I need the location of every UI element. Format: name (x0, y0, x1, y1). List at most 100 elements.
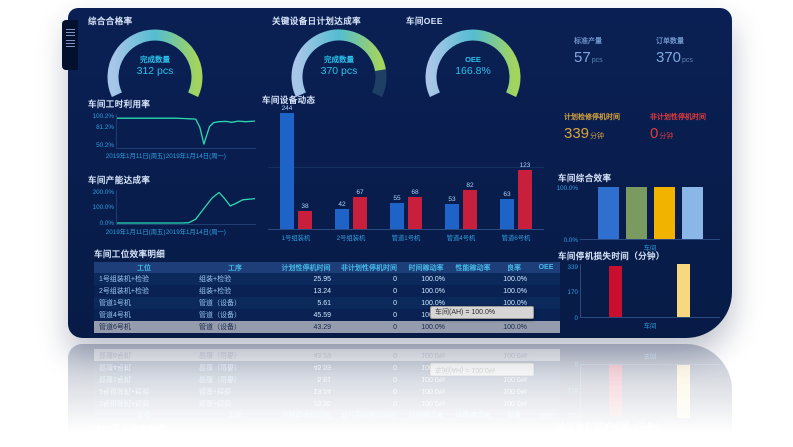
y-axis-tick-label: 0.0% (99, 219, 114, 227)
table-cell: 0 (393, 275, 397, 283)
bar-value-label: 123 (519, 162, 531, 170)
table-cell: 0 (393, 287, 397, 295)
x-axis-tick-label: 管道1号机 (391, 235, 421, 242)
panel-title: 车间产能达成率 (88, 175, 151, 185)
gauge-center-value: 370 pcs (320, 64, 358, 77)
table-cell: 组装+检验 (199, 276, 232, 283)
bar-value-label: 38 (301, 202, 309, 210)
bar-chart[interactable] (580, 186, 720, 240)
bar-value-label: 244 (281, 104, 293, 112)
kpi-label: 计划检修停机时间 (564, 114, 620, 121)
panel-capacity-rate: 车间产能达成率 200.0% 100.0% 0.0% 2019年1月11日(周五) 20… (86, 174, 264, 248)
table-header-cell: 性能稼动率 (455, 264, 491, 272)
panel-title: 车间设备动态 (262, 95, 316, 105)
bar-value-label: 67 (356, 189, 364, 197)
table-header-cell: 计划性停机时间 (281, 264, 331, 272)
gauge-title: 车间OEE (406, 16, 443, 26)
stat-standard-output: 标准产量 57pcs (574, 36, 652, 66)
table-header-cell: 时间稼动率 (408, 264, 444, 272)
bar[interactable] (408, 197, 422, 229)
bar[interactable] (625, 187, 647, 239)
table-cell: 25.95 (313, 275, 331, 283)
y-axis-tick-label: 339 (567, 264, 578, 272)
gauge-oee: 车间OEE OEE 166.8% (398, 12, 548, 97)
bar[interactable] (463, 190, 477, 229)
bar[interactable] (609, 266, 622, 317)
kpi-unit: 分钟 (659, 133, 674, 140)
line-chart[interactable] (116, 190, 256, 226)
table-cell: 管道（设备） (199, 312, 241, 319)
table-cell: 100.0% (503, 299, 527, 307)
table-header-row: 工位 工序 计划性停机时间 非计划性停机时间 时间稼动率 性能稼动率 良率 OEE (94, 262, 560, 273)
tooltip: 车间(AH) = 100.0% (430, 306, 534, 319)
bar-value-label: 55 (393, 194, 401, 202)
gauge-arc (107, 29, 203, 97)
x-axis-tick-label: 2019年1月14日(周一) (165, 229, 226, 236)
panel-title: 车间工时利用率 (88, 99, 151, 109)
table-row[interactable]: 2号组装机+检验 组装+检验 13.24 0 100.0% 100.0% (94, 285, 560, 297)
bar-chart[interactable] (580, 264, 720, 318)
bar[interactable] (518, 170, 532, 229)
bar[interactable] (390, 203, 404, 229)
table-cell: 43.29 (313, 323, 331, 331)
table-cell: 100.0% (503, 323, 527, 331)
stat-value: 370 (656, 49, 682, 66)
bar[interactable] (298, 211, 312, 229)
bar[interactable] (500, 199, 514, 229)
y-axis-tick-label: 0 (574, 314, 578, 322)
table-cell: 100.0% (421, 287, 445, 295)
bar[interactable] (353, 197, 367, 229)
y-axis-tick-label: 170 (567, 289, 578, 297)
y-axis-tick-label: 100.0% (92, 204, 114, 212)
bar[interactable] (597, 187, 619, 239)
gauge-center-label: 完成数量 (324, 55, 354, 64)
table-header-cell: OEE (538, 264, 554, 271)
bar-chart[interactable]: 244 38 42 67 55 68 53 82 63 123 (268, 104, 544, 230)
menu-icon[interactable] (65, 29, 75, 36)
y-axis-tick-label: 100.2% (92, 113, 114, 121)
table-row[interactable]: 1号组装机+检验 组装+检验 25.95 0 100.0% 100.0% (94, 273, 560, 285)
dashboard-card: 综合合格率 完成数量 312 pcs 关键设备日计划达成率 完成数量 370 p… (62, 8, 734, 338)
bar[interactable] (677, 264, 690, 317)
line-chart[interactable] (116, 114, 256, 150)
gauge-center-value: 166.8% (455, 64, 491, 77)
table-cell: 管道6号机 (99, 324, 131, 331)
y-axis-tick-label: 200.0% (92, 189, 114, 197)
table-cell: 45.59 (313, 311, 331, 319)
bar-value-label: 63 (503, 190, 511, 198)
list-icon[interactable] (65, 40, 75, 47)
gauge-center: OEE 166.8% (398, 55, 548, 77)
stat-label: 订单数量 (656, 38, 684, 45)
kpi-value: 0 (650, 125, 659, 142)
panel-downtime-loss: 车间停机损失时间（分钟） 车间 339 170 0 (556, 250, 734, 336)
stat-label: 标准产量 (574, 38, 602, 45)
kpi-planned-maintenance-downtime: 计划检修停机时间 339分钟 (564, 112, 654, 142)
table-cell: 100.0% (503, 275, 527, 283)
x-axis-tick-label: 管道6号机 (501, 235, 531, 242)
bar[interactable] (280, 113, 294, 229)
stat-value: 57 (574, 49, 591, 66)
dashboard-card: 综合合格率 完成数量 312 pcs 关键设备日计划达成率 完成数量 370 p… (68, 344, 732, 447)
reflection: 综合合格率 完成数量 312 pcs 关键设备日计划达成率 完成数量 370 p… (68, 344, 732, 447)
x-axis-label: 车间 (643, 323, 657, 330)
bar[interactable] (681, 187, 703, 239)
bar-value-label: 53 (448, 195, 456, 203)
table-header-cell: 工序 (228, 264, 242, 272)
bar[interactable] (653, 187, 675, 239)
gauge-arc (425, 29, 521, 97)
table-cell: 100.0% (421, 299, 445, 307)
x-axis-tick-label: 2号组装机 (336, 235, 366, 242)
gauge-daily-plan-rate: 关键设备日计划达成率 完成数量 370 pcs (264, 12, 414, 97)
table-cell: 13.24 (313, 287, 331, 295)
table-cell: 0 (393, 311, 397, 319)
bar[interactable] (445, 204, 459, 229)
gauge-center: 完成数量 312 pcs (80, 55, 230, 77)
left-rail (62, 20, 78, 70)
bar[interactable] (335, 209, 349, 229)
table-row[interactable]: 管道6号机 管道（设备） 43.29 0 100.0% 100.0% (94, 321, 560, 333)
table-cell: 管道4号机 (99, 312, 131, 319)
efficiency-table: 工位 工序 计划性停机时间 非计划性停机时间 时间稼动率 性能稼动率 良率 OEE 1号组装机+… (94, 262, 560, 333)
gauge-center-value: 312 pcs (136, 64, 174, 77)
panel-equipment-status: 车间设备动态 244 38 42 67 55 68 53 82 63 123 1号组装机 2号组装机… (260, 94, 548, 246)
